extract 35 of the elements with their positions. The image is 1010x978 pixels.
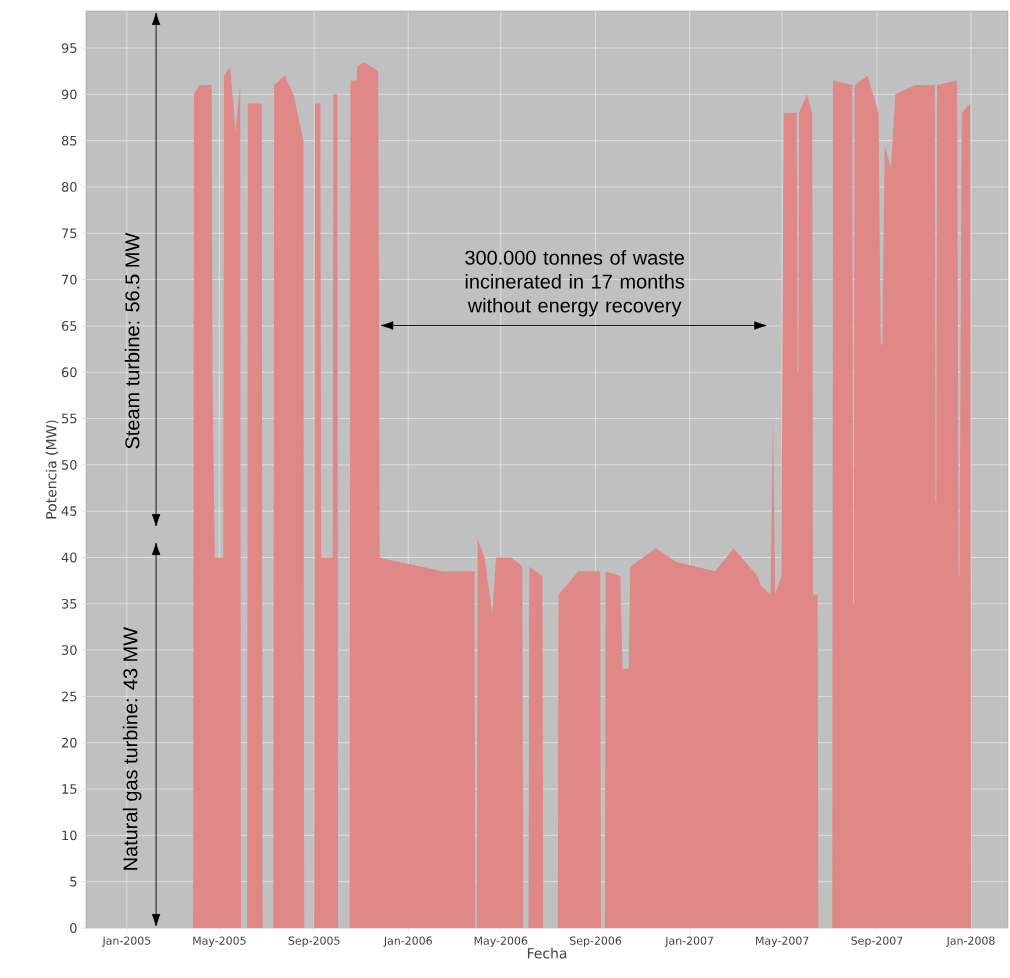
x-tick-label: Jan-2008 — [946, 936, 995, 947]
y-tick-label: 95 — [61, 43, 77, 53]
y-tick-label: 70 — [62, 274, 77, 285]
x-tick-label: May-2005 — [193, 936, 246, 947]
y-tick-label: 30 — [61, 645, 77, 656]
y-tick-label: 35 — [61, 598, 77, 609]
y-tick-label: 0 — [70, 923, 77, 933]
y-tick-label: 75 — [62, 228, 77, 239]
y-tick-label: 20 — [61, 737, 77, 748]
y-tick-label: 15 — [62, 784, 77, 794]
x-tick-label: Sep-2006 — [570, 936, 622, 947]
x-tick-label: Jan-2005 — [101, 936, 151, 947]
x-tick-label: May-2006 — [474, 936, 528, 947]
x-tick-label: May-2007 — [756, 936, 809, 947]
x-tick-label: Sep-2005 — [288, 936, 340, 947]
y-tick-label: 10 — [62, 830, 77, 841]
x-axis-title: Fecha — [527, 947, 567, 959]
y-tick-label: 65 — [61, 321, 77, 331]
y-tick-label: 25 — [61, 691, 77, 702]
y-axis-title: Potencia (MW) — [45, 420, 59, 519]
y-tick-label: 5 — [70, 876, 77, 887]
y-tick-label: 40 — [61, 552, 77, 563]
y-tick-label: 45 — [61, 506, 77, 516]
annotation: Natural gas turbine: 43 MW — [122, 627, 142, 870]
y-tick-label: 60 — [61, 367, 77, 378]
y-tick-label: 85 — [61, 135, 77, 146]
x-tick-label: Jan-2006 — [383, 936, 432, 947]
annotation: 300.000 tonnes of waste incinerated in 17 months without energy recovery — [465, 250, 685, 317]
y-tick-label: 80 — [61, 182, 77, 192]
x-tick-label: Jan-2007 — [664, 936, 714, 947]
y-tick-label: 90 — [61, 89, 77, 100]
y-tick-label: 50 — [62, 459, 77, 470]
annotation: Steam turbine: 56.5 MW — [124, 232, 140, 449]
x-tick-label: Sep-2007 — [851, 936, 903, 947]
y-tick-label: 55 — [62, 413, 77, 424]
